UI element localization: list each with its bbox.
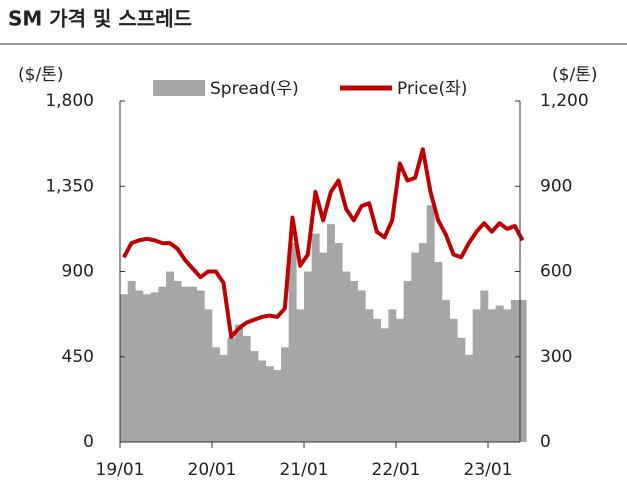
- bar: [365, 309, 374, 442]
- y-tick-label: 900: [62, 262, 94, 282]
- bar: [495, 305, 504, 442]
- bar: [127, 280, 136, 442]
- bar: [419, 243, 427, 442]
- bar: [135, 290, 144, 442]
- bar: [212, 347, 220, 442]
- bar: [204, 309, 213, 442]
- bar: [380, 328, 389, 442]
- y-unit: ($/톤): [18, 65, 63, 85]
- y-tick-label: 0: [83, 432, 94, 452]
- bar: [281, 347, 289, 442]
- bar: [449, 318, 458, 442]
- bar: [181, 286, 190, 442]
- bar: [273, 370, 282, 442]
- y-tick-label: 450: [62, 347, 94, 367]
- bar: [342, 271, 351, 442]
- bar: [357, 290, 366, 442]
- bar: [242, 335, 251, 442]
- bar: [518, 299, 527, 442]
- legend-swatch: [153, 80, 205, 96]
- bar: [296, 309, 305, 442]
- bar: [196, 290, 205, 442]
- bar: [219, 354, 228, 442]
- x-tick-label: 19/01: [96, 460, 145, 480]
- x-tick-label: 22/01: [372, 460, 421, 480]
- bar: [173, 280, 182, 442]
- x-tick-label: 23/01: [464, 460, 513, 480]
- bar: [319, 252, 328, 442]
- bar: [403, 280, 412, 442]
- bar: [396, 318, 404, 442]
- bar: [150, 292, 159, 442]
- price-line: [122, 147, 525, 339]
- bar: [373, 318, 381, 442]
- bar: [166, 271, 174, 442]
- y2-unit: ($/톤): [552, 65, 597, 85]
- legend-label: Spread(우): [210, 79, 299, 99]
- legend-label: Price(좌): [397, 79, 467, 99]
- bar: [511, 299, 519, 442]
- bar: [426, 205, 435, 442]
- bar: [327, 224, 335, 442]
- bar: [120, 294, 128, 442]
- bar: [350, 280, 358, 442]
- bar: [388, 309, 397, 442]
- x-tick-label: 20/01: [188, 460, 237, 480]
- x-tick-label: 21/01: [280, 460, 329, 480]
- bar: [472, 309, 481, 442]
- bar: [258, 360, 266, 442]
- bar: [434, 262, 443, 442]
- bar: [480, 290, 489, 442]
- y2-tick-label: 0: [540, 432, 551, 452]
- bar: [411, 252, 420, 442]
- bar: [304, 271, 312, 442]
- bar: [227, 337, 236, 442]
- bar: [488, 309, 496, 442]
- y2-tick-label: 900: [540, 176, 572, 196]
- bar: [311, 233, 320, 442]
- bar: [189, 286, 197, 442]
- bar: [143, 294, 151, 442]
- bar: [457, 337, 466, 442]
- y2-tick-label: 600: [540, 262, 572, 282]
- y2-tick-label: 1,200: [540, 91, 589, 111]
- bar: [158, 286, 167, 442]
- y-tick-label: 1,350: [45, 176, 94, 196]
- bar: [265, 366, 274, 442]
- bar: [503, 309, 512, 442]
- bar: [235, 324, 243, 442]
- y2-tick-label: 300: [540, 347, 572, 367]
- chart-title: SM 가격 및 스프레드: [8, 7, 192, 31]
- bar: [465, 354, 473, 442]
- bar: [288, 243, 297, 442]
- bar: [442, 299, 450, 442]
- bar: [334, 243, 343, 442]
- y-tick-label: 1,800: [45, 91, 94, 111]
- bar: [250, 351, 259, 442]
